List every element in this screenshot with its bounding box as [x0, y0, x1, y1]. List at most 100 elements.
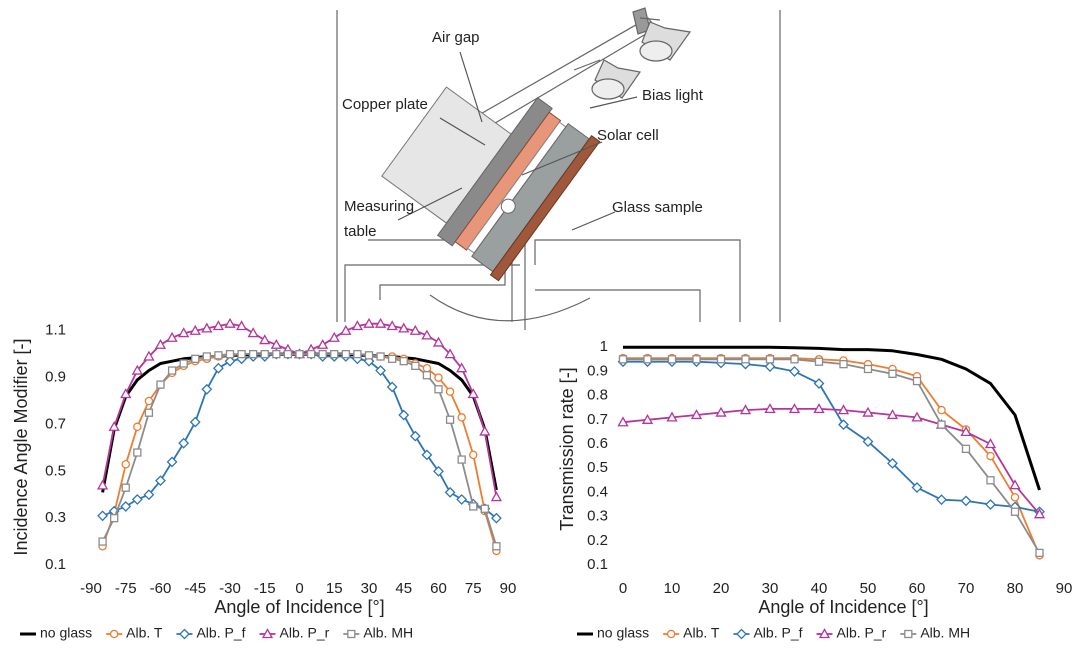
- x-tick-label: -15: [254, 580, 276, 597]
- marker: [235, 320, 248, 331]
- marker: [445, 415, 455, 424]
- marker: [110, 513, 119, 523]
- legend-label: Alb. P_r: [837, 625, 887, 641]
- marker: [214, 351, 223, 360]
- marker: [109, 629, 119, 639]
- marker: [434, 373, 443, 382]
- y-axis-title: Transmission rate [-]: [557, 367, 577, 530]
- marker: [641, 413, 654, 424]
- marker: [347, 629, 356, 639]
- marker: [911, 411, 923, 422]
- x-axis-title: Angle of Incidence [°]: [214, 597, 384, 617]
- marker: [156, 380, 165, 389]
- marker: [736, 628, 747, 640]
- x-tick-label: 80: [1007, 580, 1024, 597]
- marker: [351, 320, 364, 331]
- diagram-label: table: [344, 223, 377, 240]
- marker: [887, 457, 898, 469]
- marker: [202, 352, 211, 361]
- y-tick-label: 0.4: [587, 483, 608, 500]
- marker: [317, 338, 329, 349]
- marker: [667, 355, 677, 364]
- diagram-label: Measuring: [344, 198, 414, 215]
- marker: [937, 420, 946, 429]
- marker: [985, 499, 996, 510]
- marker: [490, 512, 502, 524]
- marker: [666, 411, 678, 422]
- marker: [422, 363, 432, 373]
- marker: [421, 449, 433, 461]
- marker: [306, 349, 316, 359]
- marker: [456, 493, 468, 505]
- marker: [166, 331, 178, 342]
- y-tick-label: 0.5: [587, 459, 608, 476]
- marker: [986, 476, 995, 485]
- marker: [692, 355, 701, 364]
- y-tick-label: 1.1: [45, 322, 66, 339]
- marker: [133, 448, 142, 457]
- legend-label: no glass: [597, 625, 649, 641]
- marker: [492, 542, 501, 551]
- marker: [937, 405, 946, 415]
- legend-label: Alb. MH: [363, 625, 413, 641]
- legend-label: Alb. P_f: [196, 625, 245, 641]
- marker: [814, 357, 824, 366]
- marker: [863, 364, 873, 374]
- marker: [353, 349, 362, 359]
- marker: [618, 355, 628, 364]
- marker: [479, 425, 491, 436]
- marker: [399, 357, 408, 366]
- marker: [839, 359, 848, 369]
- marker: [911, 482, 923, 493]
- chart: 0.1 0.3 0.5 0.7 0.9 1.1 -90 -75 -60 -45 -30 -15 0 15 3…: [11, 317, 516, 641]
- marker: [386, 381, 398, 393]
- marker: [178, 327, 190, 338]
- marker: [1009, 479, 1021, 490]
- x-tick-label: 70: [958, 580, 975, 597]
- marker: [1010, 492, 1020, 502]
- x-tick-label: 30: [762, 580, 779, 597]
- marker: [386, 320, 398, 331]
- marker: [739, 404, 752, 415]
- x-axis-title: Angle of Incidence [°]: [758, 597, 928, 617]
- marker: [179, 628, 190, 640]
- marker: [434, 385, 443, 394]
- marker: [212, 320, 225, 331]
- marker: [191, 354, 200, 363]
- y-tick-label: 0.1: [45, 556, 66, 573]
- y-tick-label: 0.1: [587, 556, 608, 573]
- marker: [224, 355, 236, 367]
- diagram-label: Solar cell: [597, 127, 659, 144]
- y-tick-label: 0.3: [587, 508, 608, 525]
- diagram-label: Bias light: [642, 87, 704, 104]
- legend-label: Alb. T: [683, 625, 720, 641]
- x-tick-label: 90: [1056, 580, 1073, 597]
- x-tick-label: -90: [80, 580, 102, 597]
- y-tick-label: 1: [600, 338, 608, 355]
- marker: [1010, 507, 1020, 516]
- diagram-label: Copper plate: [342, 96, 428, 113]
- x-tick-label: -60: [150, 580, 172, 597]
- legend-label: Alb. P_f: [753, 625, 802, 641]
- left-panel: [0, 322, 520, 649]
- marker: [469, 502, 478, 511]
- marker: [986, 451, 995, 461]
- marker: [862, 406, 874, 417]
- marker: [411, 361, 420, 371]
- x-tick-label: 45: [395, 580, 412, 597]
- marker: [765, 355, 775, 364]
- marker: [131, 493, 143, 505]
- series-line: [623, 345, 1041, 491]
- marker: [120, 388, 132, 399]
- x-tick-label: 60: [430, 580, 447, 597]
- marker: [480, 504, 489, 513]
- marker: [295, 349, 304, 359]
- marker: [340, 324, 352, 335]
- diagram-label: Air gap: [432, 29, 480, 46]
- marker: [201, 322, 213, 333]
- marker: [283, 349, 293, 359]
- diagram-label: Glass sample: [612, 199, 703, 216]
- y-tick-label: 0.2: [587, 532, 608, 549]
- marker: [421, 329, 433, 340]
- marker: [936, 494, 947, 506]
